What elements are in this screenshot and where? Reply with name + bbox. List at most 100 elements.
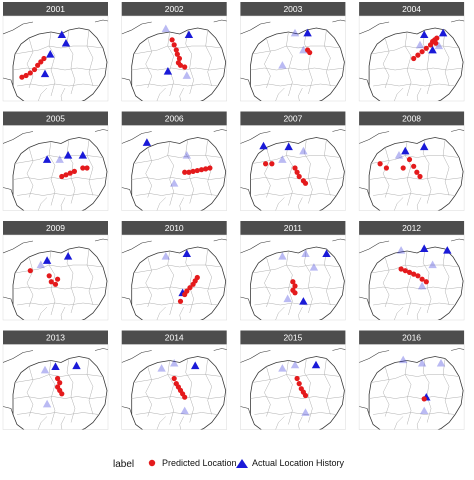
predicted-location-marker: [182, 64, 188, 70]
predicted-location-marker: [383, 165, 389, 171]
facet-strip: [240, 111, 346, 126]
facet-panel: 2014: [121, 330, 227, 430]
facet-panel: 2013: [2, 330, 109, 430]
predicted-location-marker: [411, 271, 417, 277]
actual-location-marker: [142, 138, 152, 146]
actual-location-marker: [420, 406, 429, 415]
facet-panel: 2011: [240, 221, 346, 321]
predicted-location-marker: [71, 168, 77, 174]
actual-location-marker: [309, 263, 319, 271]
facet-strip: [359, 111, 465, 126]
predicted-location-marker: [292, 165, 298, 171]
facet-strip: [359, 330, 465, 345]
predicted-location-marker: [27, 70, 33, 76]
actual-location-marker: [420, 142, 429, 151]
facet-plot-area: [358, 344, 465, 430]
actual-location-marker: [311, 360, 321, 369]
predicted-location-marker: [411, 163, 417, 169]
predicted-location-marker: [414, 169, 420, 175]
facet-strip-label: 2002: [165, 4, 184, 14]
facet-strip-label: 2009: [46, 223, 65, 233]
actual-location-marker: [259, 141, 268, 150]
predicted-location-marker: [46, 273, 52, 279]
predicted-location-marker: [84, 165, 90, 171]
legend-predicted-marker: [148, 459, 156, 467]
actual-location-marker: [51, 362, 60, 370]
actual-location-marker: [438, 28, 448, 37]
facet-strip-label: 2004: [402, 4, 421, 14]
facet-strip: [3, 221, 108, 235]
actual-location-marker: [396, 246, 406, 254]
facet-panel: 2015: [240, 330, 346, 430]
predicted-location-marker: [19, 74, 25, 80]
facet-panels: 2001 2002 2003 2004 2005 2006 2007 2008 2009 2010…: [2, 2, 465, 430]
legend-actual-label: Actual Location History: [252, 458, 345, 468]
predicted-location-marker: [419, 276, 425, 282]
predicted-location-marker: [296, 381, 302, 387]
actual-location-marker: [182, 249, 191, 258]
predicted-location-marker: [292, 290, 298, 296]
facet-strip-label: 2012: [402, 223, 421, 233]
facet-plot-area: [240, 15, 346, 102]
predicted-location-marker: [292, 283, 298, 289]
facet-plot-area: [2, 125, 109, 211]
predicted-location-marker: [194, 167, 200, 174]
actual-location-marker: [163, 67, 173, 75]
facet-plot-area: [121, 234, 227, 321]
predicted-location-marker: [402, 268, 408, 274]
actual-location-marker: [40, 69, 50, 78]
actual-location-marker: [417, 359, 427, 367]
predicted-location-marker: [307, 49, 313, 56]
facet-panel: 2008: [358, 111, 465, 211]
predicted-location-marker: [184, 288, 190, 294]
facet-strip: [359, 2, 465, 16]
facet-panel: 2012: [358, 221, 465, 321]
predicted-location-marker: [169, 37, 175, 43]
facet-panel: 2004: [358, 2, 465, 102]
predicted-location-marker: [171, 42, 177, 48]
facet-plot-area: [2, 234, 109, 321]
facet-panel: 2010: [121, 221, 227, 321]
facet-strip: [240, 330, 346, 345]
facet-strip: [121, 330, 227, 345]
predicted-location-marker: [398, 266, 404, 272]
actual-location-marker: [161, 24, 170, 33]
actual-location-marker: [301, 249, 310, 258]
facet-strip-label: 2016: [402, 333, 421, 343]
facet-strip-label: 2001: [46, 4, 65, 14]
actual-location-marker: [278, 252, 287, 260]
actual-location-marker: [428, 260, 437, 269]
actual-location-marker: [161, 252, 170, 260]
actual-location-marker: [290, 360, 300, 369]
facet-strip: [3, 2, 108, 16]
facet-strip-label: 2006: [165, 114, 184, 124]
predicted-location-marker: [290, 279, 296, 285]
predicted-location-marker: [55, 276, 61, 282]
actual-location-marker: [278, 61, 287, 69]
predicted-location-marker: [198, 167, 205, 173]
predicted-location-marker: [406, 156, 413, 163]
predicted-location-marker: [23, 72, 29, 79]
facet-strip: [3, 330, 108, 345]
predicted-location-marker: [171, 375, 177, 382]
facet-panel: 2009: [2, 221, 109, 321]
facet-strip-label: 2014: [165, 333, 184, 343]
facet-plot-area: [240, 344, 346, 430]
facet-plot-area: [240, 234, 346, 321]
actual-location-marker: [42, 155, 52, 163]
facet-strip: [3, 111, 108, 126]
predicted-location-marker: [423, 45, 429, 51]
actual-location-marker: [180, 406, 189, 415]
actual-location-marker: [420, 244, 429, 252]
predicted-location-marker: [38, 59, 44, 65]
predicted-location-marker: [434, 35, 440, 41]
actual-location-marker: [417, 281, 427, 290]
predicted-location-marker: [433, 40, 439, 46]
predicted-location-marker: [63, 172, 69, 178]
facet-strip-label: 2007: [283, 114, 302, 124]
predicted-location-marker: [190, 168, 196, 174]
facet-plot-area: [121, 15, 227, 102]
predicted-location-marker: [41, 55, 47, 62]
actual-location-marker: [55, 155, 64, 163]
